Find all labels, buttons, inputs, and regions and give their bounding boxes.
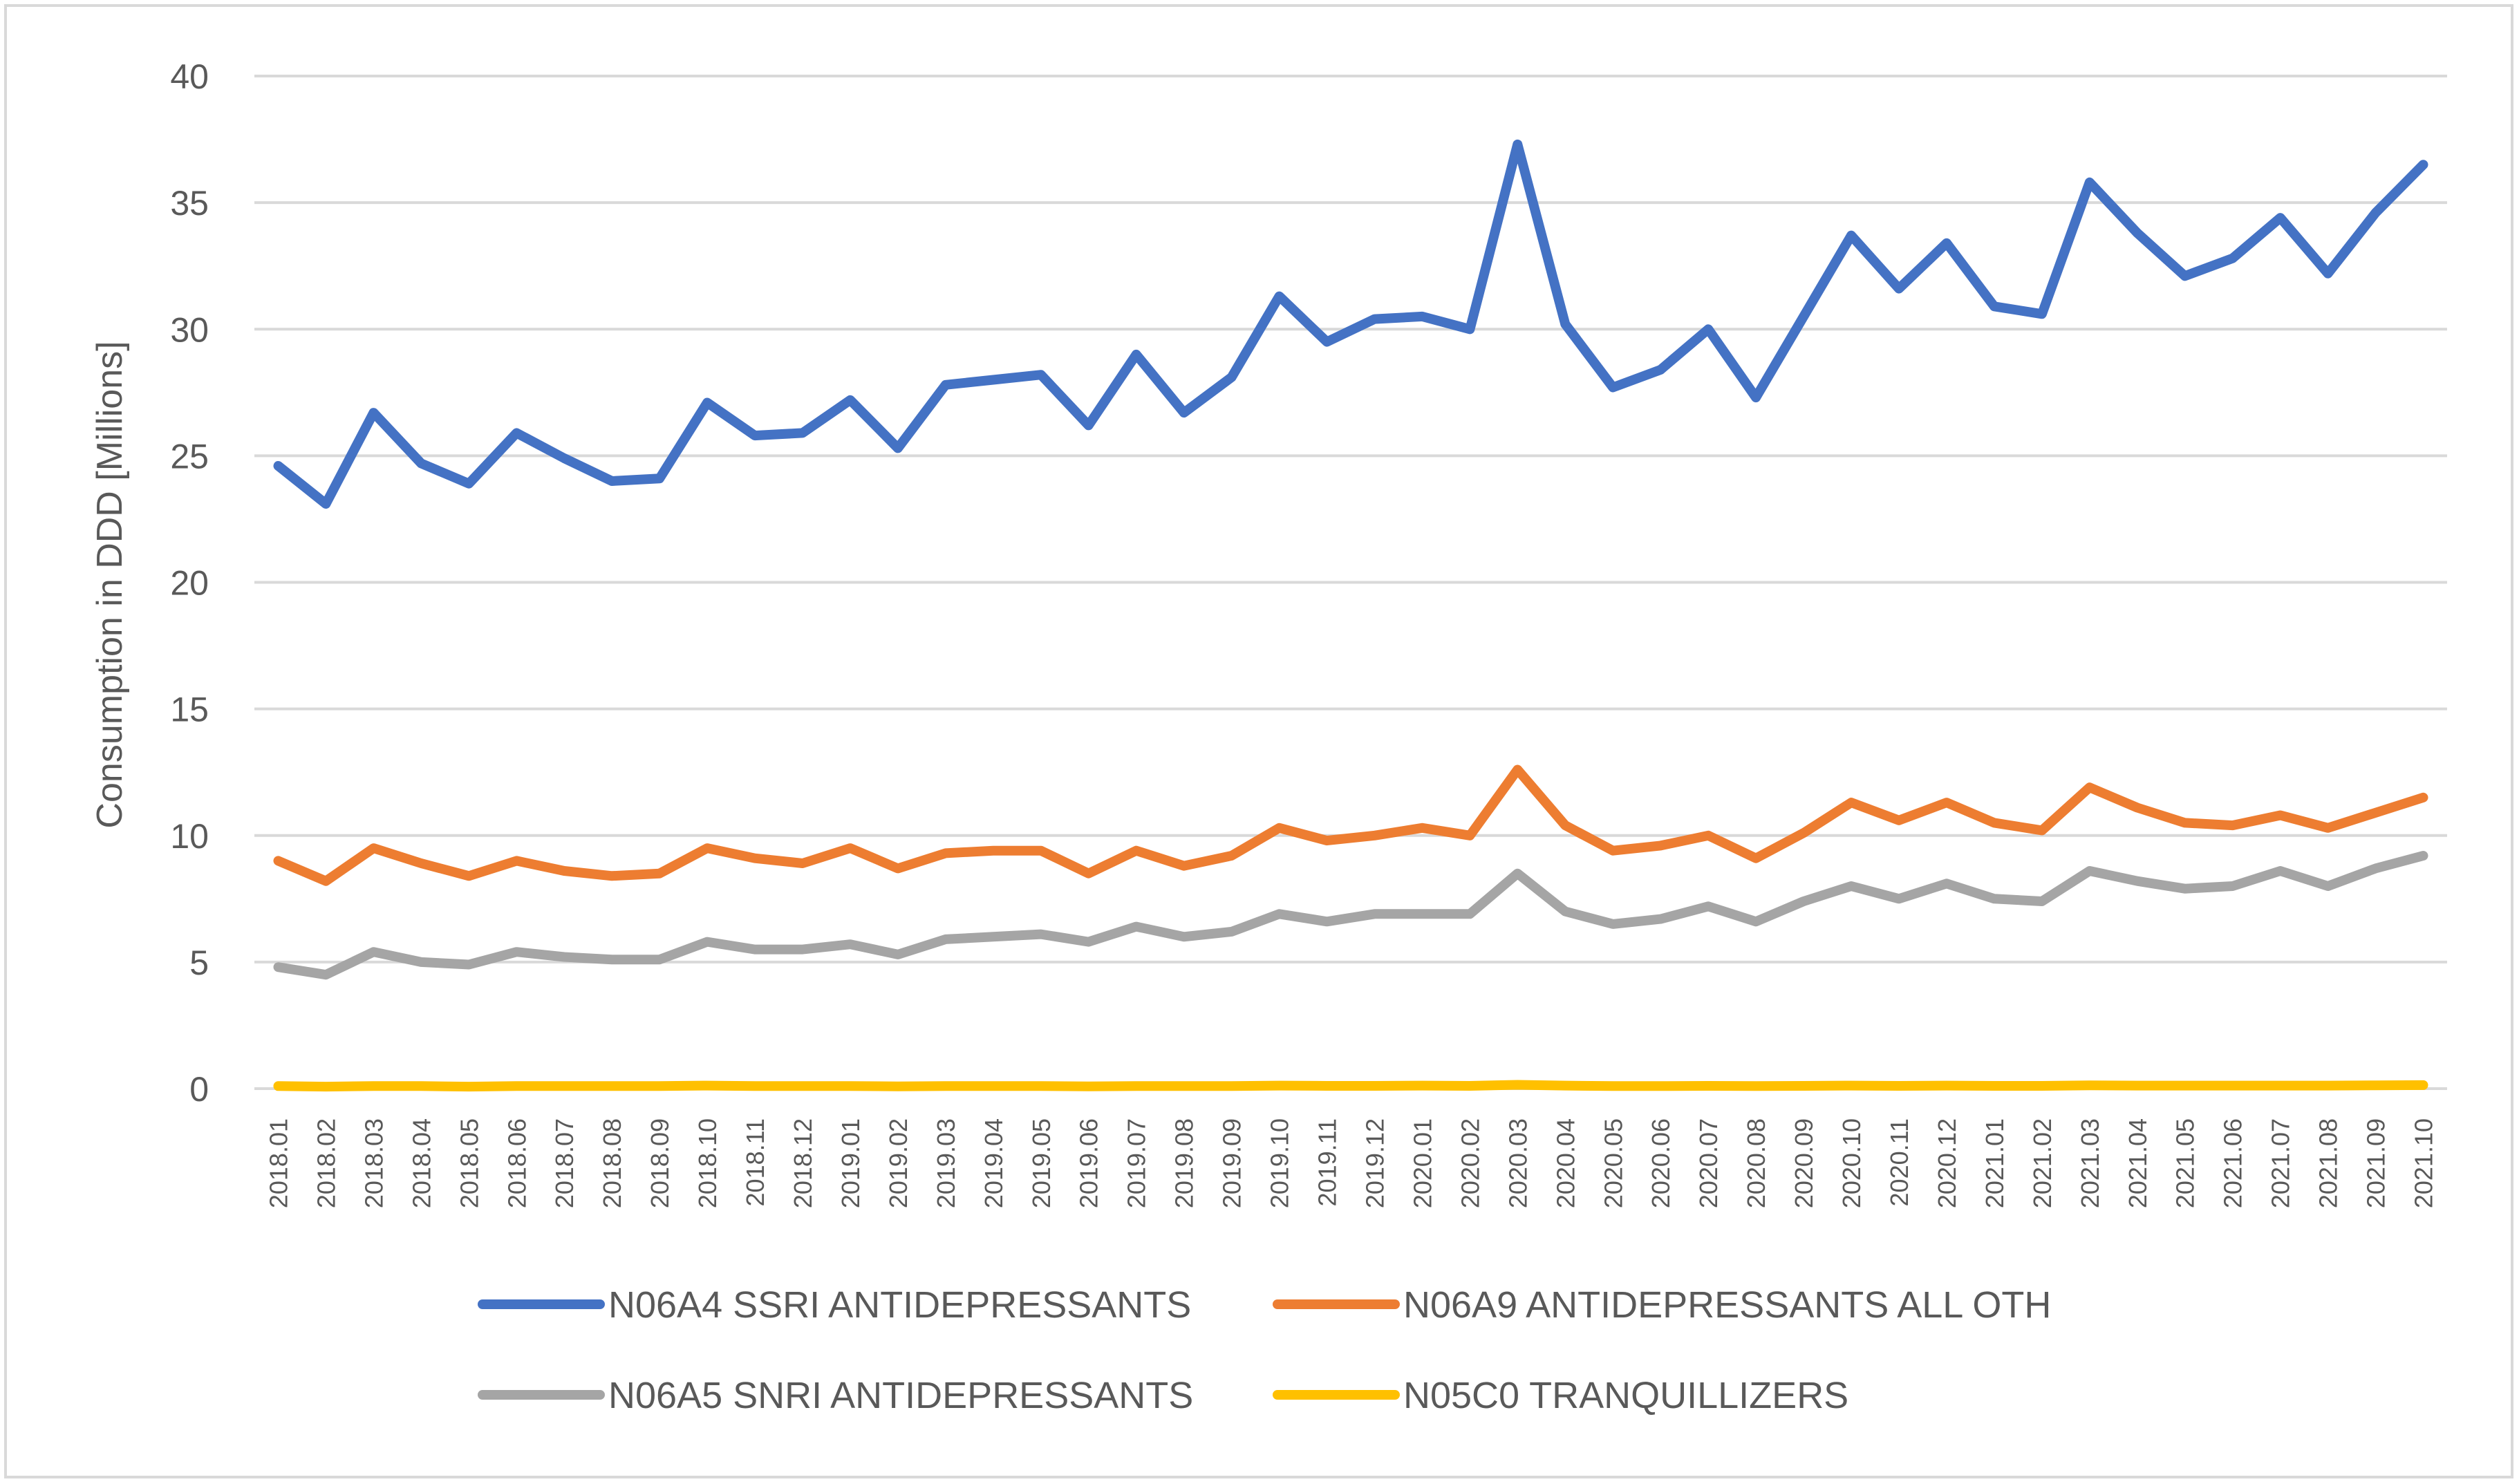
x-tick-label: 2019.10 [1266,1118,1294,1208]
y-tick-label: 25 [170,437,209,476]
y-tick-label: 15 [170,691,209,729]
series-line-n06a9 [273,764,2428,886]
x-axis-tick-labels: 2018.01 2018.02 2018.03 2018.04 2018.05 2018.… [264,1118,2437,1208]
x-tick-label: 2018.05 [455,1118,483,1208]
x-tick-label: 2019.04 [980,1118,1008,1208]
x-tick-label: 2020.06 [1647,1118,1675,1208]
y-axis-title: Consumption in DDD [Millions] [90,341,130,828]
x-tick-label: 2019.03 [932,1118,960,1208]
x-tick-label: 2018.01 [264,1118,292,1208]
legend-item: N06A4 SSRI ANTIDEPRESSANTS [478,1284,1191,1326]
x-tick-label: 2018.11 [741,1118,769,1206]
legend-label: N05C0 TRANQUILLIZERS [1403,1375,1848,1416]
x-tick-label: 2020.03 [1504,1118,1532,1208]
series-line-n06a5 [273,851,2428,980]
x-tick-label: 2019.08 [1170,1118,1199,1208]
x-tick-label: 2021.08 [2314,1118,2343,1208]
legend-label: N06A4 SSRI ANTIDEPRESSANTS [608,1284,1191,1326]
x-tick-label: 2020.11 [1885,1118,1913,1206]
x-tick-label: 2021.04 [2124,1118,2152,1208]
x-tick-label: 2020.04 [1551,1118,1580,1208]
x-tick-label: 2018.02 [312,1118,340,1208]
x-tick-label: 2020.12 [1933,1118,1961,1208]
x-tick-label: 2019.09 [1218,1118,1246,1208]
y-tick-label: 20 [170,564,209,603]
x-tick-label: 2021.03 [2076,1118,2104,1208]
x-tick-label: 2019.06 [1075,1118,1103,1208]
legend-item: N05C0 TRANQUILLIZERS [1273,1375,1848,1416]
x-tick-label: 2018.08 [598,1118,626,1208]
legend-item: N06A9 ANTIDEPRESSANTS ALL OTH [1273,1284,2051,1326]
x-tick-label: 2021.10 [2410,1118,2438,1208]
x-tick-label: 2018.03 [359,1118,388,1208]
x-tick-label: 2019.07 [1123,1118,1151,1208]
y-axis-tick-labels: 0 5 10 15 20 25 30 35 40 [170,57,209,1109]
x-tick-label: 2018.09 [646,1118,674,1208]
y-tick-label: 10 [170,817,209,856]
legend: N06A4 SSRI ANTIDEPRESSANTS N06A9 ANTIDEPR… [478,1284,2051,1416]
gridlines [254,75,2447,1090]
series-line-n05c0 [273,1080,2428,1092]
x-tick-label: 2018.07 [550,1118,579,1208]
legend-label: N06A5 SNRI ANTIDEPRESSANTS [608,1375,1193,1416]
x-tick-label: 2020.01 [1408,1118,1436,1208]
x-tick-label: 2021.05 [2171,1118,2200,1208]
x-tick-label: 2018.12 [789,1118,817,1208]
x-tick-label: 2018.06 [503,1118,531,1208]
x-tick-label: 2019.05 [1027,1118,1056,1208]
x-tick-label: 2021.01 [1980,1118,2009,1208]
x-tick-label: 2020.05 [1599,1118,1627,1208]
y-tick-label: 30 [170,310,209,349]
y-tick-label: 40 [170,57,209,96]
y-tick-label: 0 [189,1070,209,1109]
legend-item: N06A5 SNRI ANTIDEPRESSANTS [478,1375,1193,1416]
y-tick-label: 35 [170,184,209,223]
x-tick-label: 2020.08 [1742,1118,1770,1208]
x-tick-label: 2021.06 [2219,1118,2247,1208]
x-tick-label: 2020.02 [1456,1118,1484,1208]
x-tick-label: 2020.09 [1790,1118,1818,1208]
x-tick-label: 2019.11 [1313,1118,1342,1206]
series-line-n06a4 [273,139,2428,509]
y-tick-label: 5 [189,943,209,982]
legend-label: N06A9 ANTIDEPRESSANTS ALL OTH [1403,1284,2051,1326]
series-lines [273,139,2428,1092]
x-tick-label: 2021.07 [2267,1118,2295,1208]
x-tick-label: 2021.02 [2028,1118,2057,1208]
x-tick-label: 2018.10 [693,1118,722,1208]
chart-frame [4,4,2513,1478]
x-tick-label: 2020.10 [1837,1118,1866,1208]
x-tick-label: 2019.02 [884,1118,912,1208]
x-tick-label: 2019.01 [836,1118,865,1208]
x-tick-label: 2021.09 [2362,1118,2390,1208]
x-tick-label: 2020.07 [1694,1118,1723,1208]
x-tick-label: 2019.12 [1360,1118,1389,1208]
x-tick-label: 2018.04 [407,1118,436,1208]
